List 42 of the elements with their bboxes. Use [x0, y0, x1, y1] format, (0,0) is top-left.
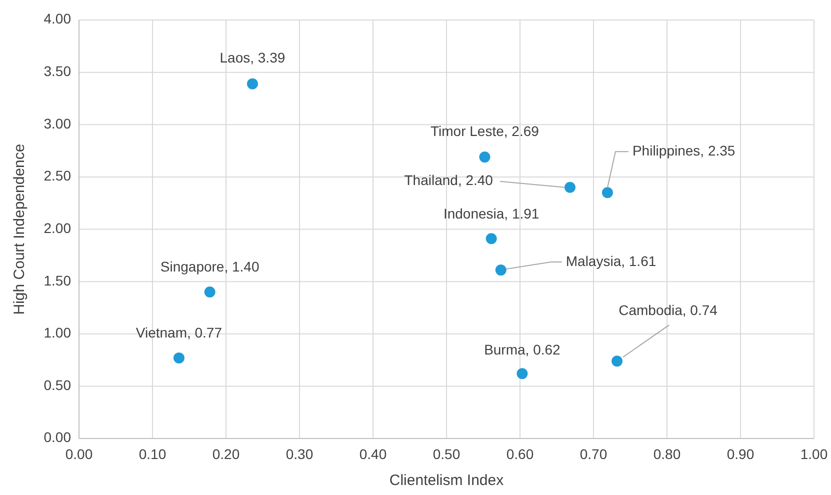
y-tick-label: 4.00 [44, 10, 72, 27]
y-tick-label: 1.50 [44, 272, 72, 288]
data-label: Laos, 3.39 [220, 50, 286, 66]
data-label: Cambodia, 0.74 [618, 302, 718, 318]
data-label: Thailand, 2.40 [404, 172, 494, 188]
y-tick-label: 0.50 [44, 376, 72, 393]
x-tick-label: 1.00 [800, 446, 828, 462]
point [204, 286, 216, 298]
x-tick-label: 0.50 [432, 446, 460, 462]
point [564, 182, 576, 193]
x-tick-label: 0.90 [726, 446, 754, 462]
point [602, 187, 613, 198]
x-tick-label: 0.60 [506, 446, 534, 462]
y-tick-label: 2.00 [44, 220, 72, 236]
point [486, 233, 497, 244]
data-label: Philippines, 2.35 [632, 142, 736, 158]
data-label: Timor Leste, 2.69 [430, 122, 540, 139]
x-axis-title: Clientelism Index [389, 472, 504, 489]
y-axis-title: High Court Independence [10, 144, 28, 315]
x-tick-label: 0.80 [653, 446, 681, 462]
data-label: Indonesia, 1.91 [443, 205, 540, 222]
y-tick-label: 3.00 [44, 115, 72, 132]
y-tick-label: 0.00 [44, 429, 72, 446]
point [612, 356, 623, 367]
data-label: Burma, 0.62 [484, 341, 561, 358]
point [246, 78, 258, 90]
data-label: Vietnam, 0.77 [136, 324, 222, 341]
point [479, 152, 490, 163]
x-tick-label: 0.10 [138, 446, 166, 462]
point [495, 264, 506, 276]
data-label: Singapore, 1.40 [160, 258, 260, 275]
point [173, 352, 184, 364]
y-tick-label: 3.50 [44, 63, 72, 80]
y-tick-label: 1.00 [44, 324, 72, 341]
x-tick-label: 0.40 [359, 446, 387, 462]
data-label: Malaysia, 1.61 [566, 252, 656, 269]
point [516, 368, 528, 380]
x-tick-label: 0.30 [286, 446, 314, 462]
x-tick-label: 0.20 [212, 446, 240, 462]
x-tick-label: 0.00 [65, 446, 93, 462]
y-tick-label: 2.50 [44, 168, 72, 184]
x-tick-label: 0.70 [580, 446, 608, 462]
